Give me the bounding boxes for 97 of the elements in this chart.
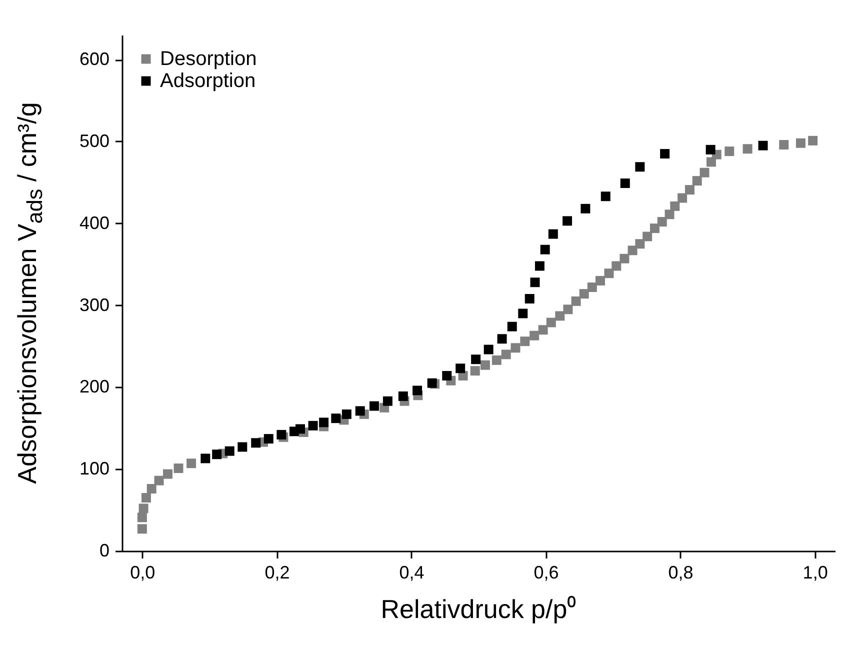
point <box>700 168 710 178</box>
point <box>678 193 688 203</box>
point <box>796 138 806 148</box>
point <box>587 282 597 292</box>
point <box>520 336 530 346</box>
point <box>540 244 550 254</box>
point <box>571 296 581 306</box>
point <box>138 504 148 514</box>
point <box>524 294 534 304</box>
point <box>530 330 540 340</box>
point <box>650 224 660 234</box>
point <box>137 524 147 534</box>
point <box>484 344 494 354</box>
point <box>660 149 670 159</box>
point <box>480 360 490 370</box>
point <box>808 136 818 146</box>
point <box>620 254 630 264</box>
point <box>224 446 234 456</box>
point <box>501 350 511 360</box>
point <box>562 216 572 226</box>
point <box>382 396 392 406</box>
point <box>146 484 156 494</box>
point <box>758 140 768 150</box>
point <box>546 318 556 328</box>
point <box>628 246 638 256</box>
point <box>580 204 590 214</box>
point <box>600 192 610 202</box>
point <box>706 144 716 154</box>
x-tick-label: 0,4 <box>399 562 424 582</box>
point <box>563 304 573 314</box>
point <box>471 354 481 364</box>
point <box>620 178 630 188</box>
point <box>604 268 614 278</box>
x-axis-title: Relativdruck p/p⁰ <box>380 593 578 626</box>
point <box>162 469 172 479</box>
point <box>518 308 528 318</box>
y-tick-label: 500 <box>79 130 110 151</box>
point <box>212 450 222 460</box>
point <box>398 391 408 401</box>
point <box>154 476 164 486</box>
point <box>296 424 305 434</box>
point <box>664 210 674 220</box>
legend-label: Adsorption <box>160 70 256 92</box>
x-tick-label: 0,2 <box>264 562 290 582</box>
y-tick-label: 0 <box>99 540 110 560</box>
point <box>538 325 548 335</box>
point <box>174 464 184 474</box>
point <box>635 239 645 249</box>
point <box>530 278 540 288</box>
point <box>497 334 507 344</box>
point <box>342 409 352 419</box>
point <box>492 355 502 365</box>
point <box>555 311 565 321</box>
point <box>579 289 589 299</box>
point <box>331 414 341 424</box>
point <box>507 322 517 332</box>
y-tick-label: 200 <box>79 376 110 397</box>
point <box>238 442 248 452</box>
point <box>779 140 789 150</box>
point <box>141 493 151 503</box>
y-tick-label: 100 <box>79 458 110 479</box>
point <box>355 406 365 416</box>
y-tick-label: 300 <box>79 294 110 315</box>
point <box>635 162 645 172</box>
point <box>370 401 379 411</box>
y-tick-label: 600 <box>79 49 110 70</box>
point <box>692 176 702 186</box>
point <box>186 458 196 468</box>
x-tick-label: 0,6 <box>534 562 559 582</box>
x-tick-label: 0,0 <box>130 562 156 582</box>
point <box>670 201 680 211</box>
point <box>264 434 274 444</box>
point <box>251 438 261 448</box>
point <box>548 229 558 239</box>
point <box>470 366 480 376</box>
point <box>308 420 318 430</box>
point <box>456 364 466 374</box>
point <box>412 386 422 396</box>
point <box>596 276 605 286</box>
point <box>427 378 437 388</box>
point <box>742 144 752 154</box>
point <box>684 185 694 195</box>
point <box>657 217 667 226</box>
x-tick-label: 0,8 <box>668 562 694 582</box>
point <box>276 430 286 440</box>
x-tick-label: 1,0 <box>802 562 828 582</box>
point <box>534 261 544 271</box>
point <box>642 232 652 242</box>
point <box>510 343 520 353</box>
legend-label: Desorption <box>160 48 257 70</box>
y-tick-label: 400 <box>79 212 110 233</box>
point <box>442 370 452 380</box>
point <box>200 454 210 464</box>
point <box>137 512 147 522</box>
point <box>612 261 622 271</box>
point <box>724 146 734 156</box>
point <box>319 418 329 428</box>
